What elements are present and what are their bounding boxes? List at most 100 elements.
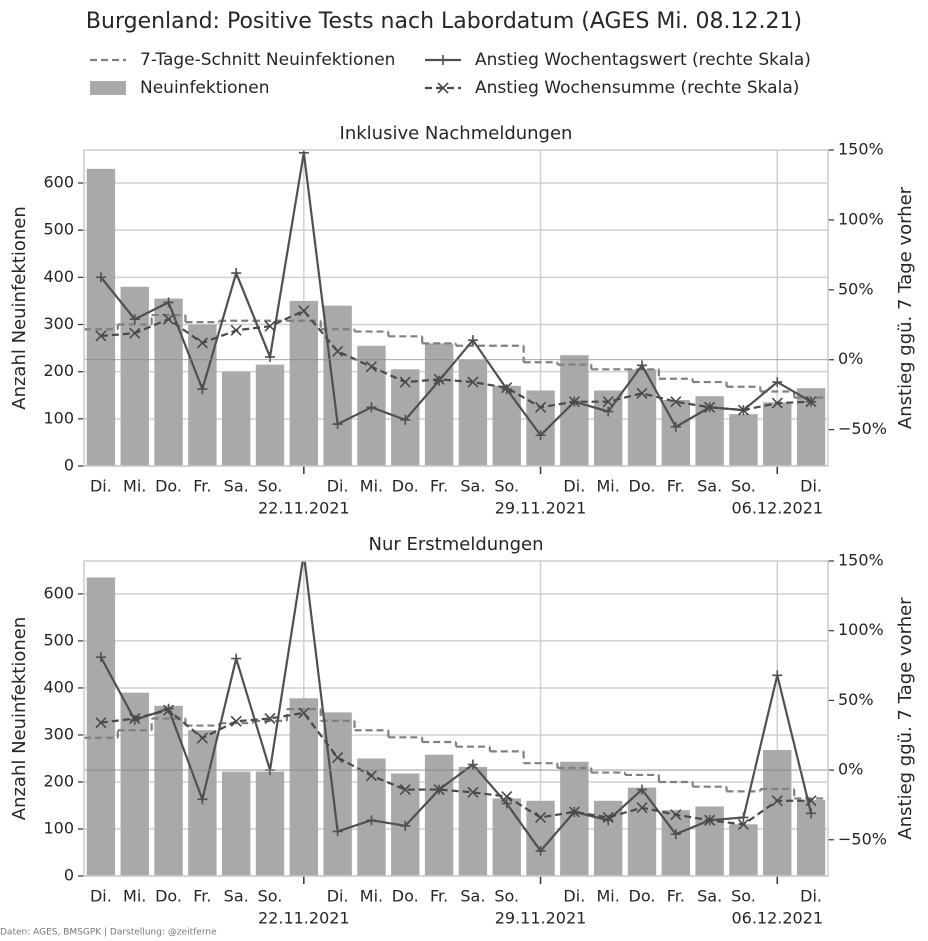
marker [399, 376, 411, 388]
marker [332, 345, 344, 357]
marker [332, 826, 343, 837]
marker [265, 351, 275, 362]
marker [467, 786, 479, 798]
marker [163, 297, 174, 308]
legend-label: Anstieg Wochensumme (rechte Skala) [475, 78, 799, 98]
x-tick-label: 06.12.2021 [731, 909, 823, 928]
x-tick-label: Do. [629, 887, 656, 906]
marker [501, 382, 513, 394]
bar [729, 414, 758, 466]
marker [670, 421, 681, 432]
marker [603, 406, 614, 417]
marker [264, 712, 276, 725]
marker [298, 305, 310, 317]
marker [95, 652, 106, 663]
x-tick-label: Di. [90, 887, 112, 906]
marker [197, 384, 208, 395]
y2-axis-label: Anstieg ggü. 7 Tage vorher [895, 186, 916, 429]
plot-frame [83, 560, 829, 877]
marker [501, 798, 512, 809]
marker [95, 330, 107, 342]
marker [95, 717, 107, 729]
marker [805, 795, 817, 807]
bar [221, 771, 251, 876]
x-tick-label: Di. [800, 477, 822, 496]
x-tick-label: Fr. [667, 887, 685, 906]
marker [772, 377, 783, 388]
x-tick-label: So. [731, 477, 756, 496]
y2-axis-label: Anstieg ggü. 7 Tage vorher [895, 597, 916, 840]
y-tick-label: 500 [43, 630, 74, 649]
marker [298, 150, 309, 158]
bar [627, 369, 657, 466]
marker [365, 770, 378, 782]
x-tick-label: Mi. [360, 887, 383, 906]
y-tick-label: 300 [43, 314, 74, 333]
bar [323, 712, 352, 876]
bar [526, 390, 555, 466]
y-tick-label: 600 [43, 173, 74, 192]
bar [458, 359, 488, 466]
marker [400, 414, 411, 425]
bar [593, 390, 623, 466]
x-tick-label: Do. [155, 477, 182, 496]
x-tick-label: Sa. [224, 887, 249, 906]
marker [534, 811, 547, 824]
marker [467, 376, 479, 388]
marker [231, 268, 242, 279]
marker [670, 396, 682, 408]
y-tick-label: 400 [43, 677, 74, 696]
marker [806, 808, 817, 819]
x-tick-label: Di. [800, 887, 822, 906]
marker [399, 784, 411, 796]
y-tick-label: 200 [43, 361, 74, 380]
x-tick-label: Fr. [193, 477, 211, 496]
x-tick-label: Di. [563, 887, 585, 906]
x-tick-label: Mi. [123, 887, 146, 906]
line [99, 561, 813, 853]
marker [737, 404, 750, 416]
bar [289, 698, 319, 876]
marker [602, 811, 614, 824]
y2-tick-label: 0% [838, 760, 863, 779]
x-tick-label: Do. [392, 477, 419, 496]
y2-tick-label: 50% [838, 690, 874, 709]
y2-tick-label: 0% [838, 349, 863, 368]
marker [230, 715, 242, 727]
x-tick-label: Mi. [597, 477, 620, 496]
x-tick-label: Di. [90, 477, 112, 496]
bar [424, 343, 454, 466]
marker [332, 419, 343, 430]
x-tick-label: Sa. [224, 477, 249, 496]
marker [129, 327, 141, 339]
y2-tick-label: 50% [838, 279, 874, 298]
panel-title: Inklusive Nachmeldungen [340, 123, 573, 144]
y-axis-label: Anzahl Neuinfektionen [9, 617, 30, 820]
x-tick-label: 29.11.2021 [495, 499, 587, 518]
marker [636, 387, 648, 399]
marker [366, 402, 377, 413]
bar [255, 364, 285, 466]
marker [467, 335, 478, 346]
y2-tick-label: 150% [838, 140, 884, 159]
y-tick-label: 400 [43, 267, 74, 286]
legend-label: 7-Tage-Schnitt Neuinfektionen [140, 50, 395, 70]
x-tick-label: Di. [327, 477, 349, 496]
x-tick-label: 22.11.2021 [258, 499, 350, 518]
bar [323, 305, 352, 466]
marker [637, 784, 647, 795]
marker [602, 396, 614, 408]
marker [433, 784, 445, 796]
panel-title: Nur Erstmeldungen [369, 534, 544, 555]
y-tick-label: 0 [64, 456, 74, 475]
line [100, 708, 812, 826]
x-tick-label: Fr. [430, 477, 448, 496]
bar [255, 771, 285, 876]
marker [737, 818, 750, 830]
marker [332, 751, 344, 764]
plot-area [84, 150, 828, 466]
marker [568, 396, 580, 408]
marker [95, 272, 106, 283]
marker [771, 795, 783, 807]
